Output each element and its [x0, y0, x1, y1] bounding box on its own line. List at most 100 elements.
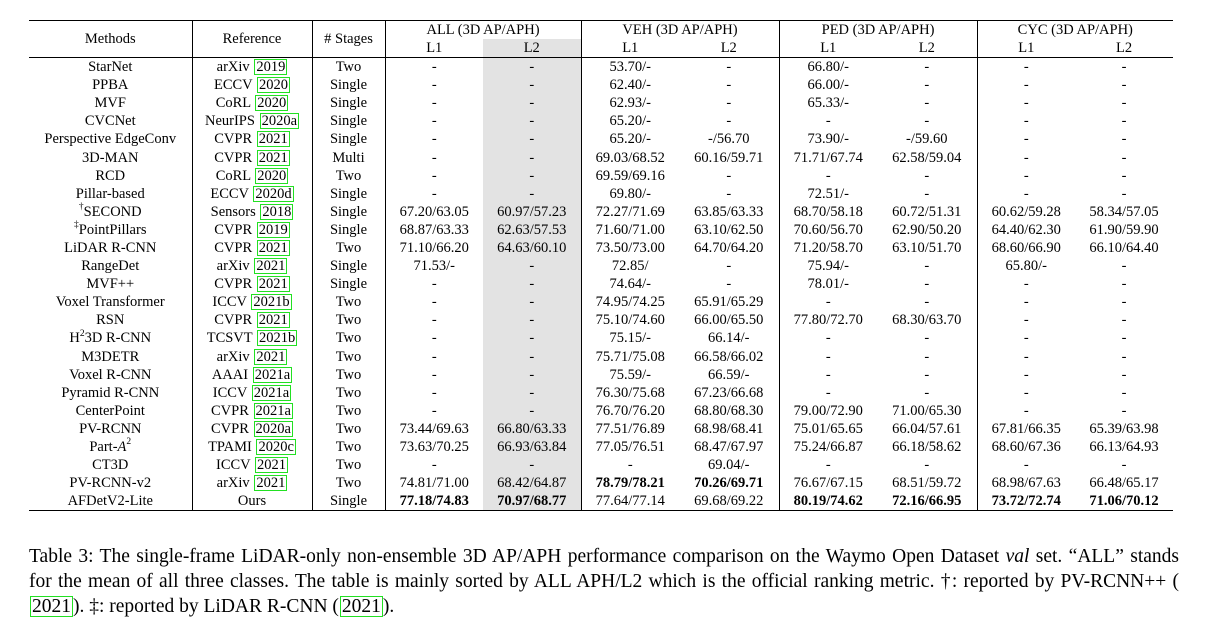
- metric-cell: -: [726, 167, 732, 184]
- method-name: Voxel R-CNN: [69, 366, 152, 383]
- method-name-cell: H23D R-CNN: [29, 329, 192, 347]
- citation-link[interactable]: 2021: [256, 149, 290, 166]
- table-row: LiDAR R-CNN CVPR 2021 Two 71.10/66.20 64.63/…: [29, 238, 1173, 258]
- citation-link[interactable]: 2019: [256, 221, 290, 238]
- method-name: PointPillars: [78, 221, 147, 238]
- metric-cell: -: [976, 57, 1076, 77]
- method-name: StarNet: [88, 59, 133, 76]
- citation-link[interactable]: 2018: [260, 203, 294, 220]
- metric-cell: -: [778, 347, 878, 366]
- header-stages: # Stages: [311, 20, 385, 58]
- method-name: SECOND: [83, 203, 142, 220]
- metric-cell: 70.97/68.77: [483, 492, 581, 512]
- reference-cell: ICCV 2021: [191, 456, 312, 475]
- citation-link[interactable]: 2021: [255, 457, 288, 474]
- citation-link[interactable]: 2019: [254, 59, 288, 76]
- metric-cell: 64.40/62.30: [976, 220, 1076, 239]
- method-name: CT3D: [92, 457, 129, 474]
- metric-cell: 75.10/74.60: [580, 311, 679, 330]
- caption-citation-link[interactable]: 2021: [339, 596, 383, 617]
- metric-cell: -: [1121, 77, 1127, 94]
- metric-cell: 71.60/71.00: [580, 220, 679, 239]
- metric-cell: 71.00/65.30: [892, 402, 962, 419]
- caption-text-1: Table 3: The single-frame LiDAR-only non…: [29, 546, 1006, 567]
- citation-link[interactable]: 2021: [256, 276, 290, 293]
- metric-cell: -: [924, 258, 930, 275]
- metric-cell: -: [483, 130, 581, 149]
- metric-cell: 66.48/65.17: [1089, 475, 1159, 492]
- header-all-l2: L2: [483, 39, 581, 58]
- citation-link[interactable]: 2021a: [253, 402, 293, 419]
- method-name-cell: 3D-MAN: [29, 148, 192, 166]
- metric-cell: -: [976, 130, 1076, 149]
- metric-cell: 77.05/76.51: [580, 437, 679, 457]
- method-name: MVF: [94, 95, 126, 112]
- citation-link[interactable]: 2020a: [259, 113, 299, 130]
- citation-link[interactable]: 2020: [257, 77, 291, 94]
- caption-text-2: set. “ALL” stands for the mean of all th…: [29, 546, 1179, 592]
- reference-cell: CVPR 2021: [191, 275, 312, 294]
- metric-cell: 74.81/71.00: [384, 474, 483, 493]
- metric-cell: 75.01/65.65: [778, 419, 878, 438]
- reference-cell: arXiv 2021: [191, 257, 312, 276]
- metric-cell: 62.40/-: [580, 76, 679, 95]
- metric-cell: -: [384, 365, 483, 384]
- metric-cell: -: [1121, 402, 1127, 419]
- citation-link[interactable]: 2020: [255, 167, 289, 184]
- caption-citation-link[interactable]: 2021: [30, 596, 73, 617]
- citation-link[interactable]: 2021: [254, 348, 288, 365]
- metric-cell: -: [976, 347, 1076, 366]
- citation-link[interactable]: 2021: [256, 312, 290, 329]
- metric-cell: 66.80/63.33: [483, 419, 581, 438]
- metric-cell: 66.04/57.61: [892, 420, 962, 437]
- metric-cell: -/59.60: [906, 131, 948, 148]
- citation-link[interactable]: 2020c: [256, 439, 296, 456]
- metric-cell: -: [483, 329, 581, 348]
- citation-link[interactable]: 2021: [254, 475, 288, 492]
- header-group-all: ALL (3D AP/APH): [384, 20, 581, 39]
- metric-cell: 73.72/72.74: [976, 492, 1076, 512]
- header-ped-l1: L1: [778, 39, 878, 58]
- metric-cell: -: [1121, 185, 1127, 202]
- citation-link[interactable]: 2021a: [251, 384, 292, 401]
- citation-link[interactable]: 2020a: [253, 420, 293, 437]
- citation-link[interactable]: 2021: [256, 131, 290, 148]
- table-row: PV-RCNN CVPR 2020a Two 73.44/69.63 66.80/63.…: [29, 419, 1173, 438]
- method-name-cell: RSN: [29, 311, 192, 329]
- method-name: PPBA: [92, 77, 129, 94]
- reference-venue: CVPR: [211, 420, 249, 437]
- metric-cell: 58.34/57.05: [1089, 203, 1159, 220]
- method-name-cell: †SECOND: [29, 202, 192, 221]
- metric-cell: -: [483, 383, 581, 402]
- method-name: RSN: [96, 312, 125, 329]
- citation-link[interactable]: 2021: [256, 239, 290, 256]
- metric-cell: 73.90/-: [778, 130, 878, 149]
- reference-cell: NeurIPS 2020a: [191, 112, 312, 131]
- metric-cell: 73.44/69.63: [384, 419, 483, 438]
- metric-cell: 72.51/-: [778, 184, 878, 203]
- citation-link[interactable]: 2020: [255, 95, 289, 112]
- method-superscript: 2: [126, 437, 132, 448]
- citation-link[interactable]: 2020d: [253, 185, 294, 202]
- metric-cell: -: [976, 329, 1076, 348]
- reference-venue: CVPR: [214, 276, 253, 293]
- citation-link[interactable]: 2021a: [252, 366, 293, 383]
- table-row: CenterPoint CVPR 2021a Two - -76.70/76.20 68.…: [29, 401, 1173, 420]
- metric-cell: 62.90/50.20: [892, 221, 962, 238]
- table-body: StarNet arXiv 2019 Two - -53.70/- -66.80/- - - -…: [29, 57, 1174, 512]
- metric-cell: 68.60/66.90: [976, 238, 1076, 258]
- metric-cell: -: [384, 166, 483, 185]
- metric-cell: -: [778, 166, 878, 185]
- metric-cell: 74.64/-: [580, 275, 679, 294]
- citation-link[interactable]: 2021: [254, 258, 288, 275]
- method-name: CVCNet: [84, 113, 136, 130]
- header-veh-l1: L1: [580, 39, 679, 58]
- citation-link[interactable]: 2021b: [257, 330, 298, 347]
- reference-venue: CVPR: [211, 402, 249, 419]
- metric-cell: -: [976, 311, 1076, 330]
- metric-cell: -: [976, 112, 1076, 131]
- method-name: Pillar-based: [75, 185, 145, 202]
- citation-link[interactable]: 2021b: [251, 294, 292, 311]
- table-row: MVF CoRL 2020 Single - -62.93/- -65.33/- - - -: [29, 94, 1173, 113]
- metric-cell: -: [778, 293, 878, 312]
